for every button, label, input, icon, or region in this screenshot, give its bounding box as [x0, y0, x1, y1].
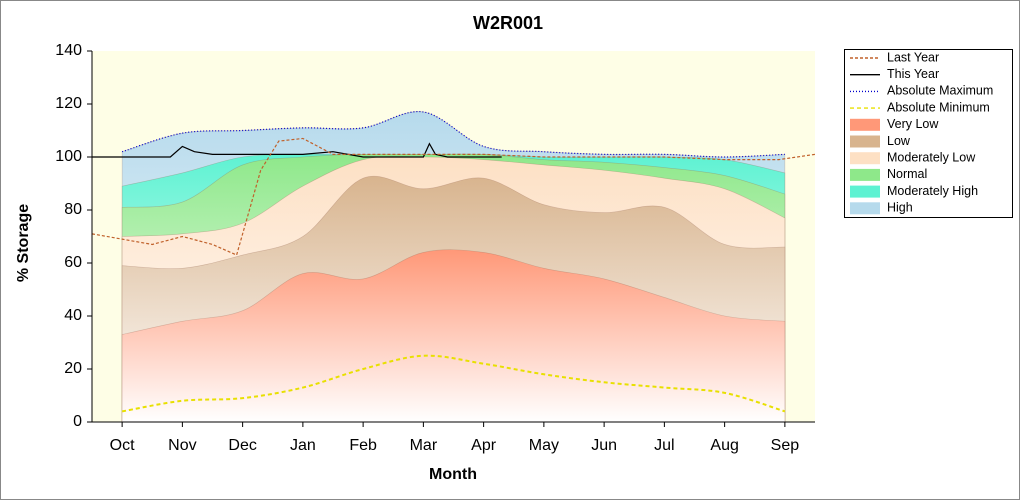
legend-label: Last Year: [887, 50, 939, 64]
x-tick-label: Nov: [168, 437, 196, 454]
x-tick-label: May: [529, 437, 559, 454]
legend-label: Low: [887, 134, 911, 148]
x-tick-label: Mar: [410, 437, 438, 454]
x-tick-label: Jan: [290, 437, 316, 454]
x-axis-title: Month: [429, 466, 477, 483]
legend-swatch: [850, 202, 880, 215]
legend-label: Moderately High: [887, 184, 978, 198]
y-tick-label: 40: [64, 307, 82, 324]
x-tick-label: Oct: [110, 437, 135, 454]
series-line: [121, 110, 785, 158]
legend-label: This Year: [887, 67, 939, 81]
series-line: [121, 354, 786, 413]
chart-title: W2R001: [473, 13, 543, 33]
legend-swatch: [850, 135, 880, 148]
x-tick-label: Aug: [710, 437, 738, 454]
series-line: [91, 137, 816, 256]
y-tick-label: 120: [55, 95, 82, 112]
legend-swatch: [850, 152, 880, 165]
x-tick-label: Dec: [228, 437, 256, 454]
y-tick-label: 80: [64, 201, 82, 218]
x-tick-label: Jun: [591, 437, 617, 454]
y-tick-label: 140: [55, 42, 82, 59]
y-tick-label: 0: [73, 413, 82, 430]
legend-label: Normal: [887, 167, 927, 181]
series-line: [92, 142, 502, 158]
x-tick-label: Jul: [654, 437, 674, 454]
y-tick-label: 60: [64, 254, 82, 271]
legend-label: Very Low: [887, 117, 939, 131]
legend-label: Absolute Minimum: [887, 100, 990, 114]
y-tick-label: 20: [64, 360, 82, 377]
x-tick-label: Apr: [471, 437, 497, 454]
x-tick-label: Sep: [771, 437, 800, 454]
y-axis-title: % Storage: [15, 204, 32, 282]
series-layer: [91, 110, 816, 423]
y-tick-label: 100: [55, 148, 82, 165]
legend-label: Absolute Maximum: [887, 84, 993, 98]
legend-label: High: [887, 201, 913, 215]
legend-swatch: [850, 118, 880, 131]
band-area: [121, 249, 786, 423]
legend-swatch: [850, 168, 880, 181]
legend-label: Moderately Low: [887, 150, 976, 164]
x-tick-label: Feb: [349, 437, 377, 454]
legend-swatch: [850, 185, 880, 198]
